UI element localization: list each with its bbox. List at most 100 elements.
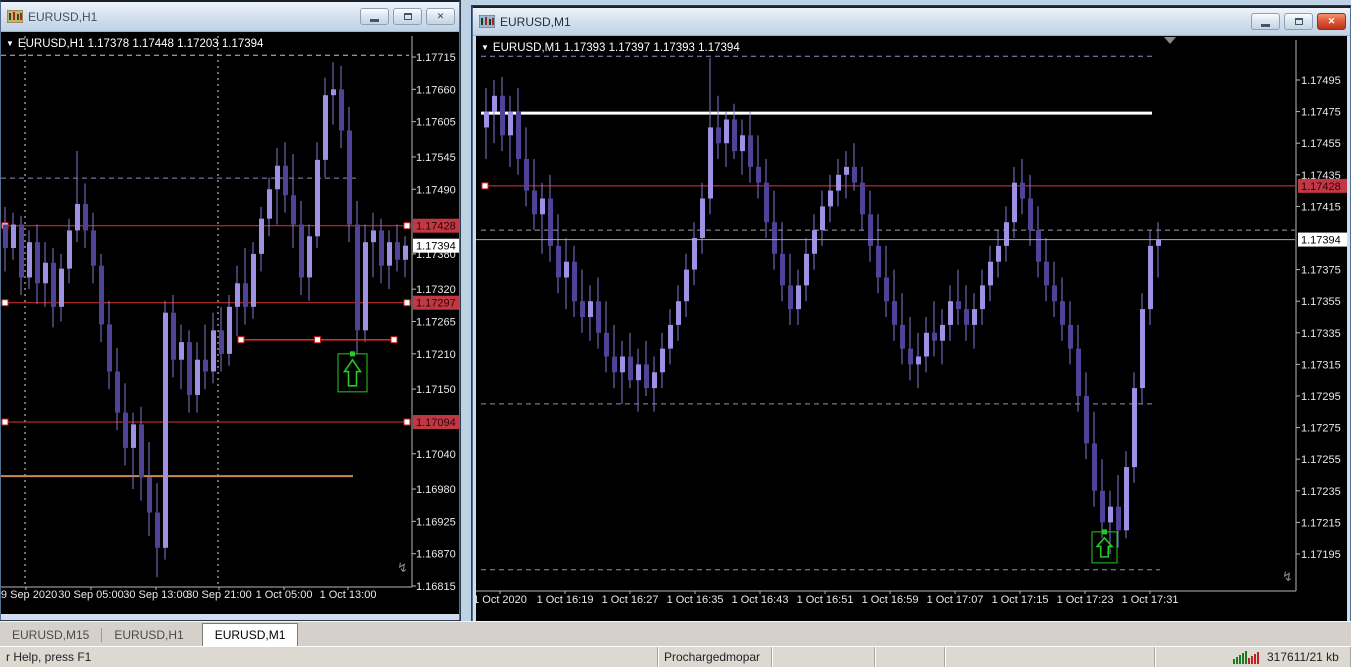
candle [1148, 245, 1153, 310]
candle [203, 359, 208, 372]
restore-button[interactable] [393, 8, 422, 25]
line-handle[interactable] [403, 299, 411, 307]
candle [27, 242, 32, 278]
y-axis-label: 1.17435 [1301, 170, 1341, 182]
close-button[interactable]: ✕ [1317, 13, 1346, 30]
x-axis-label: 1 Oct 17:15 [992, 594, 1049, 606]
price-tag [1298, 178, 1347, 193]
current-price-tag-label: 1.17394 [416, 241, 456, 253]
candle [363, 242, 368, 331]
y-axis-label: 1.16980 [416, 484, 456, 496]
price-tag [413, 295, 459, 310]
candle [988, 261, 993, 286]
candle [347, 130, 352, 225]
y-axis-label: 1.17455 [1301, 138, 1341, 150]
arrow-handle[interactable] [1102, 529, 1107, 535]
shift-marker-icon [1164, 37, 1176, 44]
y-axis-label: 1.17150 [416, 384, 456, 396]
candle [484, 111, 489, 128]
candle [35, 242, 40, 284]
price-tag [413, 238, 459, 253]
close-icon: ✕ [1327, 16, 1336, 26]
status-traffic-text: 317611/21 kb [1267, 650, 1339, 664]
chart-icon [479, 15, 495, 28]
candle [764, 182, 769, 223]
tab-eurusd-h1[interactable]: EURUSD,H1 [114, 628, 184, 642]
minimize-icon [1261, 23, 1270, 27]
y-axis-label: 1.17415 [1301, 201, 1341, 213]
candle [91, 230, 96, 266]
candle [500, 95, 505, 136]
candle [980, 285, 985, 310]
candle [956, 301, 961, 310]
candle [219, 330, 224, 354]
y-axis-label: 1.17355 [1301, 296, 1341, 308]
chart-icon [7, 10, 23, 23]
y-axis-label: 1.17040 [416, 449, 456, 461]
arrow-up-icon[interactable] [342, 358, 363, 387]
candle [1156, 239, 1161, 246]
tab-eurusd-m1[interactable]: EURUSD,M1 [201, 623, 299, 646]
candle [668, 324, 673, 349]
minimize-button[interactable] [360, 8, 389, 25]
candle [908, 348, 913, 365]
candle [1108, 506, 1113, 523]
candle [275, 165, 280, 190]
candle [395, 242, 400, 260]
candle [492, 95, 497, 112]
y-axis-label: 1.17495 [1301, 75, 1341, 87]
candle [307, 236, 312, 278]
level-price-tag-label: 1.17428 [1301, 181, 1341, 193]
candle [1012, 182, 1017, 223]
candle [596, 301, 601, 333]
candle [163, 312, 168, 548]
candle [1068, 324, 1073, 349]
window-titlebar[interactable]: EURUSD,M1 ✕ [473, 8, 1350, 36]
line-handle[interactable] [1, 418, 9, 426]
candle [556, 245, 561, 278]
status-help-text: r Help, press F1 [6, 650, 92, 664]
window-titlebar[interactable]: EURUSD,H1 ✕ [1, 2, 459, 32]
y-axis-label: 1.16815 [416, 581, 456, 593]
arrow-handle[interactable] [350, 351, 355, 357]
line-handle[interactable] [481, 182, 489, 190]
triangle-down-icon: ▼ [6, 39, 14, 48]
arrow-selection-box[interactable] [1091, 531, 1118, 564]
chart-plot-m1[interactable]: 1.17495 1.17475 1.17455 1.17435 1.17415 1.173… [476, 36, 1347, 626]
trendline-handle[interactable] [390, 336, 398, 344]
candle [788, 285, 793, 310]
x-axis-label: 29 Sep 2020 [1, 589, 57, 601]
candle [756, 166, 761, 183]
close-button[interactable]: ✕ [426, 8, 455, 25]
candle [620, 356, 625, 373]
trendline-handle[interactable] [314, 336, 321, 344]
chart-legend-text: EURUSD,M1 1.17393 1.17397 1.17393 1.1739… [492, 42, 740, 54]
candle [283, 165, 288, 196]
minimize-button[interactable] [1251, 13, 1280, 30]
y-axis-label: 1.17375 [1301, 265, 1341, 277]
status-cell-empty-1 [772, 647, 875, 667]
arrow-up-icon[interactable] [1095, 536, 1114, 558]
y-axis-label: 1.17295 [1301, 391, 1341, 403]
chart-legend-text: EURUSD,H1 1.17378 1.17448 1.17203 1.1739… [17, 38, 264, 50]
tab-eurusd-m15[interactable]: EURUSD,M15 [12, 628, 90, 642]
candle [291, 195, 296, 225]
line-handle[interactable] [403, 222, 411, 230]
candle [924, 332, 929, 357]
candle [99, 265, 104, 325]
window-title: EURUSD,M1 [500, 14, 571, 29]
restore-button[interactable] [1284, 13, 1313, 30]
candle [748, 135, 753, 167]
candle [780, 253, 785, 286]
chart-plot-h1[interactable]: 1.17715 1.17660 1.17605 1.17545 1.17490 1.173… [1, 32, 459, 614]
status-expert-text: Prochargedmopar [664, 650, 761, 664]
x-axis-label: 1 Oct 17:23 [1057, 594, 1114, 606]
chart-area-m1: ▼ EURUSD,M1 1.17393 1.17397 1.17393 1.173… [476, 36, 1347, 626]
candle [19, 224, 24, 278]
trendline-handle[interactable] [237, 336, 245, 344]
candle [940, 324, 945, 341]
candle [852, 166, 857, 183]
candle [628, 356, 633, 381]
line-handle[interactable] [403, 418, 411, 426]
line-handle[interactable] [1, 299, 9, 307]
